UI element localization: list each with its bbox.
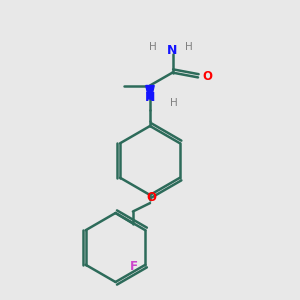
Text: O: O bbox=[202, 70, 212, 83]
Text: F: F bbox=[130, 260, 138, 273]
Text: H: H bbox=[149, 41, 157, 52]
Text: H: H bbox=[170, 98, 178, 109]
Text: N: N bbox=[167, 44, 178, 57]
Text: H: H bbox=[185, 41, 193, 52]
Text: O: O bbox=[146, 191, 157, 204]
Text: N: N bbox=[145, 91, 155, 104]
Polygon shape bbox=[146, 85, 154, 99]
